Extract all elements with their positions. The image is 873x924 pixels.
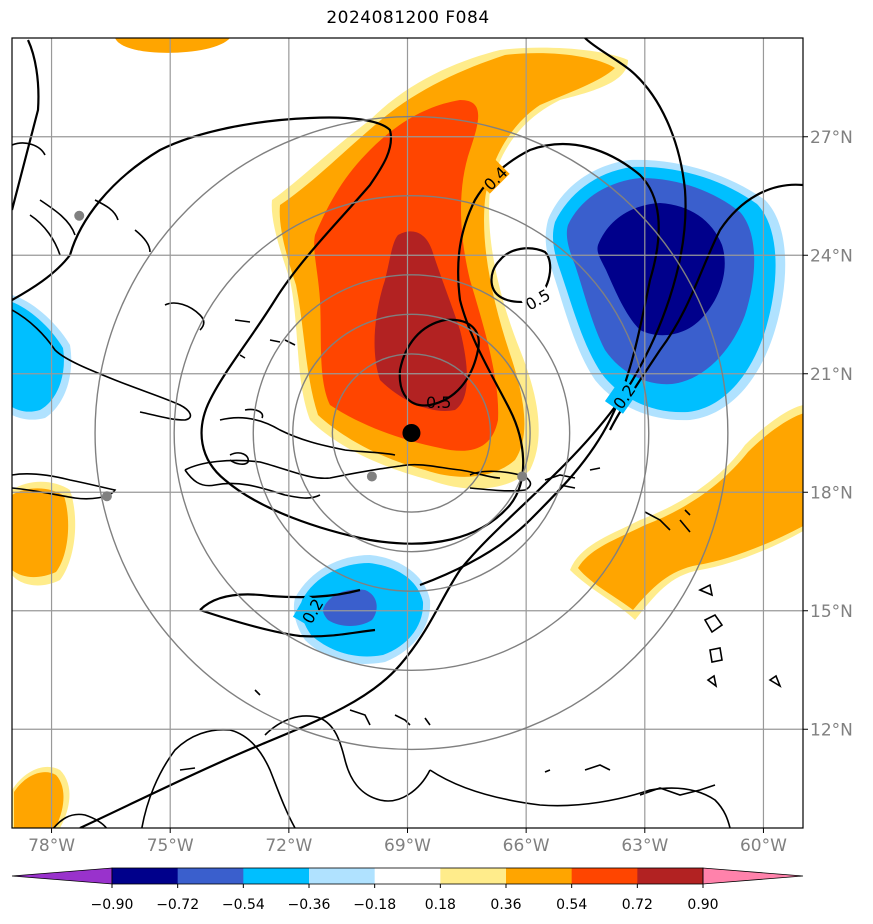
colorbar-frame <box>111 867 704 885</box>
lon-tick-label: 63°W <box>621 836 668 856</box>
range-ring <box>331 353 492 513</box>
colorbar-swatch <box>571 868 638 884</box>
lat-tick-label: 27°N <box>810 128 853 148</box>
contour-lines <box>12 38 803 828</box>
lon-tick-label: 66°W <box>503 836 550 856</box>
lon-tick-labels: 78°W 75°W 72°W 69°W 66°W 63°W 60°W <box>28 828 787 856</box>
colorbar-tick-label: −0.54 <box>222 897 265 913</box>
lat-tick-label: 12°N <box>810 720 853 740</box>
colorbar-tick-label: 0.90 <box>687 897 718 913</box>
lon-tick-label: 72°W <box>265 836 312 856</box>
colorbar-extend-high <box>702 867 804 885</box>
colorbar-swatch <box>177 868 244 884</box>
colorbar-tick-label: 0.36 <box>490 897 521 913</box>
range-ring <box>252 274 571 592</box>
colorbar-swatch <box>637 868 704 884</box>
colorbar-tick-label: −0.18 <box>353 897 396 913</box>
colorbar-swatch <box>506 868 573 884</box>
colorbar-tick-label: −0.90 <box>91 897 134 913</box>
reference-points <box>74 210 528 502</box>
colorbar-tick-label: 0.54 <box>556 897 587 913</box>
lon-tick-label: 78°W <box>28 836 75 856</box>
colorbar-swatch <box>243 868 310 884</box>
contour-label: 0.5 <box>426 393 451 412</box>
colorbar: −0.90 −0.72 −0.54 −0.36 −0.18 0.18 0.36 0.54 0.7… <box>11 867 804 913</box>
colorbar-tick-label: −0.72 <box>156 897 199 913</box>
reference-point <box>101 491 112 502</box>
colorbar-swatch <box>309 868 376 884</box>
colorbar-tick-label: 0.72 <box>622 897 653 913</box>
colorbar-tick-label: −0.36 <box>288 897 331 913</box>
lat-tick-label: 18°N <box>810 483 853 503</box>
colorbar-tick-label: 0.18 <box>425 897 456 913</box>
range-rings <box>94 115 729 751</box>
chart-title: 2024081200 F084 <box>326 8 490 28</box>
coastlines <box>12 142 782 828</box>
reference-point <box>74 210 85 221</box>
colorbar-extend-low <box>11 867 113 885</box>
range-ring <box>94 115 729 751</box>
lat-tick-label: 21°N <box>810 365 853 385</box>
positive-anomaly-shading <box>12 38 803 828</box>
lat-tick-label: 24°N <box>810 246 853 266</box>
colorbar-swatch <box>374 868 441 884</box>
lon-tick-label: 60°W <box>740 836 787 856</box>
storm-center-marker <box>402 424 421 442</box>
reference-point <box>517 471 528 482</box>
colorbar-swatch <box>112 868 179 884</box>
negative-anomaly-shading <box>12 159 786 664</box>
lat-tick-label: 15°N <box>810 602 853 622</box>
range-ring <box>173 194 650 672</box>
lon-tick-label: 69°W <box>384 836 431 856</box>
colorbar-swatch <box>440 868 507 884</box>
lon-tick-label: 75°W <box>147 836 194 856</box>
lat-tick-labels: 27°N 24°N 21°N 18°N 15°N 12°N <box>803 128 853 740</box>
range-ring <box>292 313 531 553</box>
reference-point <box>366 471 377 482</box>
